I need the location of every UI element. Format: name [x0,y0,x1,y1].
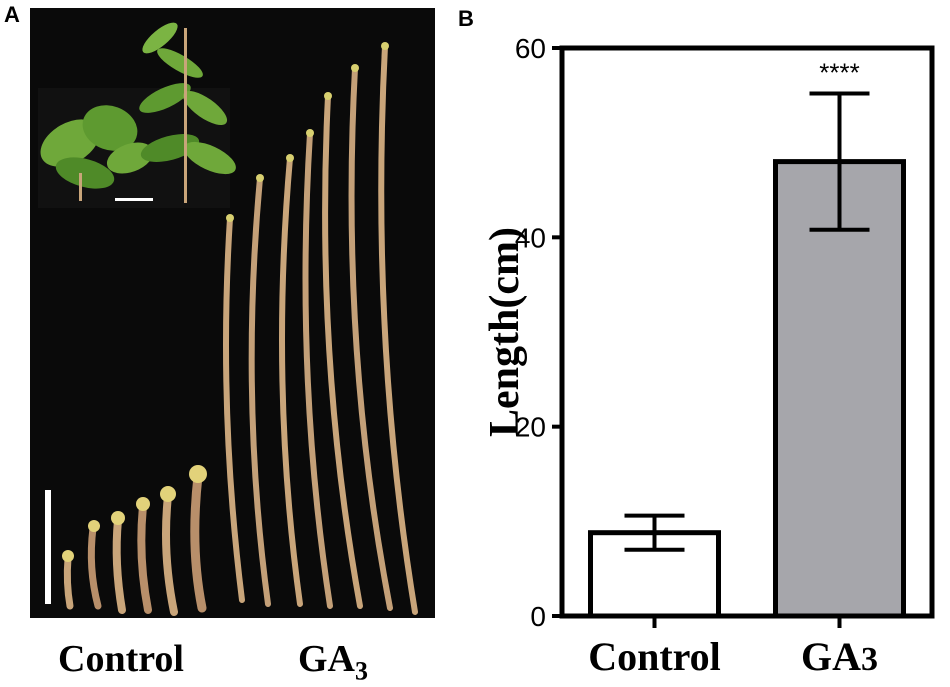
scale-bar [45,490,51,604]
x-tick-label: Control [588,634,721,679]
significance-label: **** [819,57,859,87]
photo-caption-ga3: GA3 [298,637,368,687]
inset-scale-bar [115,198,153,201]
y-axis-title: Length(cm) [482,227,528,437]
leaf-inset-image [38,22,236,208]
y-tick-label: 0 [530,601,546,632]
x-tick-label-subscript: 3 [861,641,878,678]
y-tick-label: 40 [515,222,546,253]
photo-caption-ga3-sub: 3 [355,656,368,686]
panel-b-label: B [458,6,474,31]
photo-caption-ga3-base: GA [298,638,355,680]
photo-caption-control: Control [58,638,184,680]
panel-a-label: A [4,2,20,27]
control-shoots [62,465,207,616]
ga3-shoots [223,42,418,615]
y-tick-label: 60 [515,33,546,64]
y-tick-label: 20 [515,412,546,443]
x-tick-label: GA3 [801,634,878,679]
plot-frame [559,45,935,619]
shoot-photo [30,8,435,618]
bar-chart: 0 20 40 60 Length(cm) Control **** GA3 [482,33,935,679]
